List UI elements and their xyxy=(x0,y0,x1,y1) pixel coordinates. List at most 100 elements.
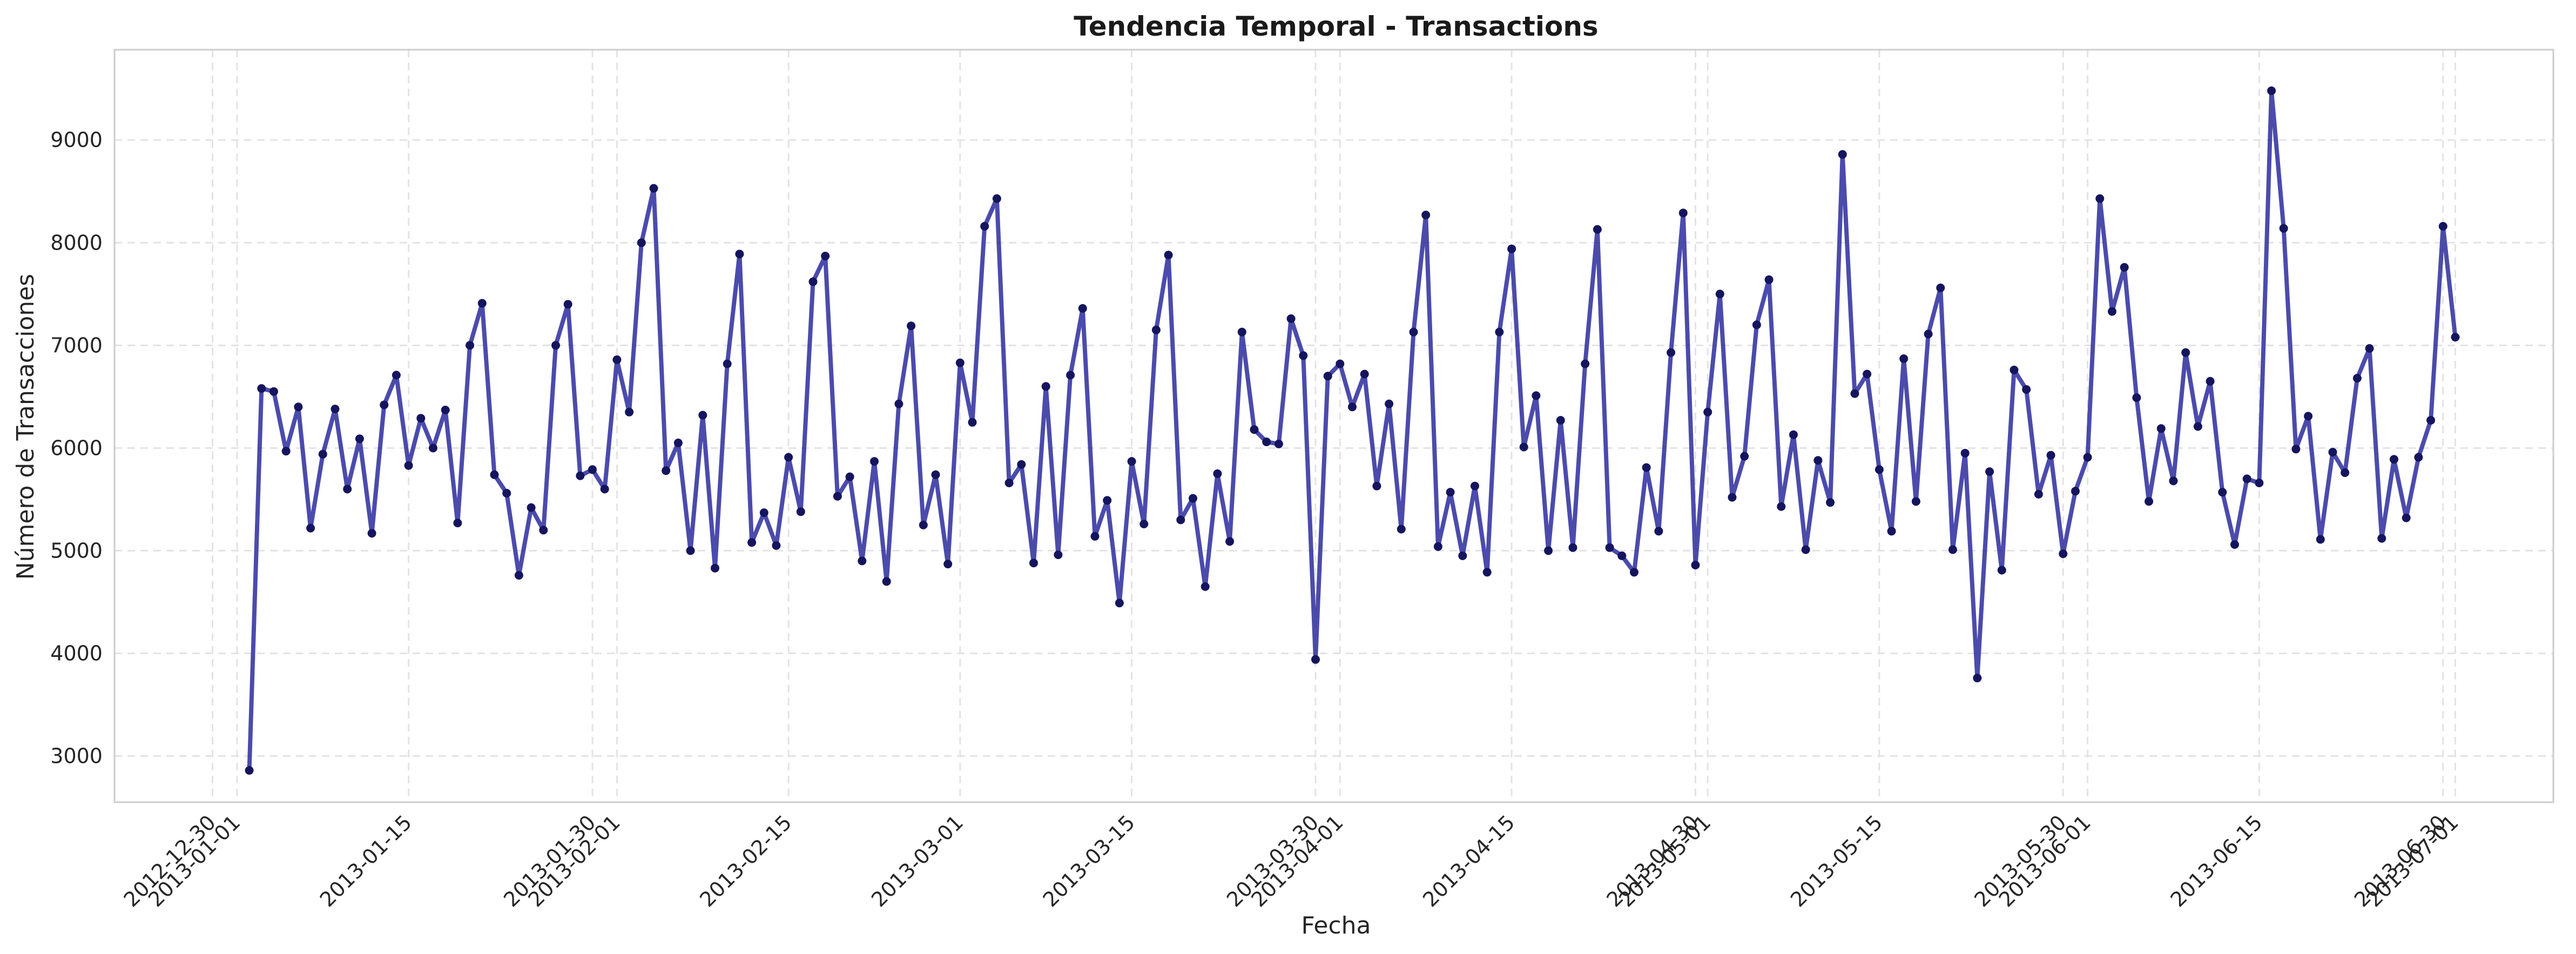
data-point xyxy=(600,485,609,494)
data-point xyxy=(711,563,719,573)
data-point xyxy=(2169,476,2178,486)
data-point xyxy=(2242,474,2251,483)
data-point xyxy=(2206,377,2215,386)
data-point xyxy=(1213,469,1222,478)
data-point xyxy=(1164,251,1173,260)
data-point xyxy=(2181,348,2190,357)
data-point xyxy=(2402,513,2411,522)
data-point xyxy=(992,194,1001,203)
data-point xyxy=(1421,211,1431,219)
data-point xyxy=(1115,599,1124,608)
data-point xyxy=(429,444,437,453)
data-point xyxy=(1960,448,1970,458)
data-point xyxy=(943,560,953,569)
data-point xyxy=(2095,194,2105,203)
data-point xyxy=(955,358,965,367)
data-point xyxy=(1752,320,1761,330)
data-point xyxy=(1250,425,1259,434)
data-point xyxy=(1433,542,1442,551)
data-point xyxy=(784,453,793,462)
data-point xyxy=(673,438,683,447)
data-point xyxy=(1348,402,1357,412)
data-point xyxy=(1078,304,1087,313)
data-point xyxy=(551,341,560,350)
data-point xyxy=(2071,487,2080,496)
data-point xyxy=(502,489,511,498)
y-tick-label: 7000 xyxy=(50,333,103,357)
data-point xyxy=(919,520,928,529)
data-point xyxy=(1678,209,1688,218)
data-point xyxy=(2059,549,2068,559)
x-axis-label: Fecha xyxy=(1301,912,1371,939)
data-point xyxy=(1532,391,1541,400)
y-tick-label: 9000 xyxy=(50,128,103,152)
data-point xyxy=(514,571,523,580)
data-point xyxy=(612,355,622,364)
y-tick-label: 4000 xyxy=(50,641,103,665)
data-point xyxy=(2022,385,2031,394)
data-point xyxy=(294,402,303,412)
data-point xyxy=(931,470,940,479)
data-point xyxy=(1544,546,1553,555)
x-tick-label: 2013-03-15 xyxy=(1039,810,1139,911)
data-point xyxy=(1691,561,1700,569)
data-point xyxy=(404,461,413,470)
data-point xyxy=(477,299,487,308)
plot-frame xyxy=(113,49,2554,803)
y-tick-labels: 3000 4000 5000 6000 7000 8000 9000 xyxy=(50,128,103,768)
data-point xyxy=(2365,344,2374,353)
data-point xyxy=(1973,674,1982,683)
data-point xyxy=(1004,479,1014,487)
data-point xyxy=(318,449,327,459)
data-point xyxy=(1274,439,1283,448)
x-tick-label: 2013-06-15 xyxy=(2166,810,2267,911)
data-point xyxy=(2438,221,2447,231)
data-point xyxy=(1997,566,2006,575)
data-point xyxy=(2414,453,2423,462)
grid-layer xyxy=(114,50,2553,802)
data-point xyxy=(245,766,254,775)
data-point xyxy=(1642,463,1651,472)
data-point xyxy=(1911,497,1920,506)
data-point xyxy=(1225,537,1235,546)
data-point xyxy=(968,418,977,427)
data-point xyxy=(257,384,266,393)
data-point xyxy=(1066,371,1075,380)
data-point xyxy=(821,252,830,260)
data-point xyxy=(2156,424,2166,433)
data-point xyxy=(392,371,401,380)
data-point xyxy=(1409,327,1418,337)
data-point xyxy=(1323,372,1332,381)
series-line xyxy=(247,89,2458,773)
y-tick-label: 3000 xyxy=(50,744,103,768)
data-point xyxy=(1090,532,1100,541)
data-point xyxy=(1286,314,1296,323)
data-point xyxy=(2120,263,2129,272)
data-point xyxy=(2034,489,2043,499)
data-point xyxy=(1826,498,1835,507)
data-point xyxy=(1556,416,1565,425)
data-point xyxy=(1397,525,1406,534)
data-point xyxy=(1654,527,1663,536)
data-point xyxy=(1336,359,1345,368)
data-point xyxy=(625,407,634,416)
data-point xyxy=(1189,494,1197,503)
data-point xyxy=(858,556,867,566)
data-point xyxy=(894,399,903,408)
x-tick-label: 2013-04-15 xyxy=(1418,810,1519,911)
data-point xyxy=(1372,481,1381,491)
data-point xyxy=(490,470,499,479)
data-point xyxy=(355,434,364,444)
data-point xyxy=(367,529,376,538)
series-layer xyxy=(245,86,2460,775)
x-tick-label: 2013-05-01 xyxy=(1614,810,1715,911)
data-point xyxy=(2291,445,2301,454)
data-point xyxy=(1385,399,1394,408)
data-point xyxy=(1017,460,1026,469)
x-tick-label: 2013-05-15 xyxy=(1786,810,1887,911)
data-point xyxy=(1103,496,1112,505)
data-point xyxy=(1029,559,1038,568)
data-point xyxy=(1176,515,1185,525)
x-tick-label: 2013-07-01 xyxy=(2362,810,2463,911)
